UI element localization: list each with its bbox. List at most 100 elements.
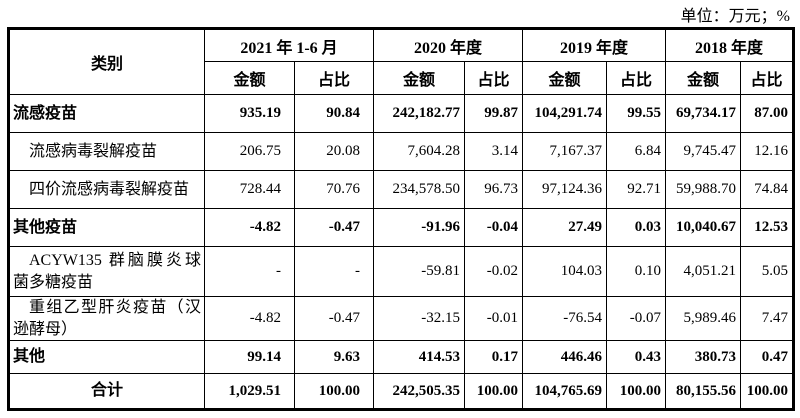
table-header: 类别 2021 年 1-6 月 2020 年度 2019 年度 2018 年度 … — [8, 28, 795, 95]
header-period-2019: 2019 年度 — [522, 28, 667, 62]
value-cell: 20.08 — [294, 132, 374, 171]
header-amount-2019: 金额 — [522, 61, 608, 95]
value-cell: 70.76 — [294, 170, 374, 209]
table-row-total: 合计 1,029.51 100.00 242,505.35 100.00 104… — [8, 373, 795, 411]
table-row-flu-vaccine: 流感疫苗 935.19 90.84 242,182.77 99.87 104,2… — [8, 94, 795, 133]
table-body: 流感疫苗 935.19 90.84 242,182.77 99.87 104,2… — [8, 94, 795, 411]
value-cell: 100.00 — [294, 373, 374, 411]
value-cell: 206.75 — [204, 132, 295, 171]
value-cell: 80,155.56 — [665, 373, 742, 411]
value-cell: -4.82 — [204, 295, 295, 342]
value-cell: 69,734.17 — [665, 94, 742, 133]
category-cell: ACYW135 群脑膜炎球菌多糖疫苗 — [8, 246, 205, 297]
value-cell: 6.84 — [606, 132, 667, 171]
header-category: 类别 — [8, 28, 205, 95]
value-cell: 12.53 — [740, 208, 795, 247]
value-cell: 87.00 — [740, 94, 795, 133]
value-cell: -91.96 — [373, 208, 465, 247]
value-cell: 12.16 — [740, 132, 795, 171]
value-cell: 90.84 — [294, 94, 374, 133]
value-cell: - — [294, 246, 374, 297]
category-cell: 重组乙型肝炎疫苗（汉逊酵母） — [8, 295, 205, 342]
value-cell: 5.05 — [740, 246, 795, 297]
value-cell: 9.63 — [294, 340, 374, 375]
category-cell: 其他疫苗 — [8, 208, 205, 247]
value-cell: 242,505.35 — [373, 373, 465, 411]
value-cell: 234,578.50 — [373, 170, 465, 209]
table-row-quadrivalent-flu-vaccine: 四价流感病毒裂解疫苗 728.44 70.76 234,578.50 96.73… — [8, 170, 795, 209]
value-cell: 99.14 — [204, 340, 295, 375]
value-cell: 1,029.51 — [204, 373, 295, 411]
category-cell: 合计 — [8, 373, 205, 411]
value-cell: -59.81 — [373, 246, 465, 297]
header-amount-2021: 金额 — [204, 61, 295, 95]
value-cell: -76.54 — [522, 295, 608, 342]
value-cell: 380.73 — [665, 340, 742, 375]
value-cell: 104.03 — [522, 246, 608, 297]
value-cell: -4.82 — [204, 208, 295, 247]
value-cell: 104,291.74 — [522, 94, 608, 133]
value-cell: 7,167.37 — [522, 132, 608, 171]
header-amount-2018: 金额 — [665, 61, 742, 95]
category-cell: 流感病毒裂解疫苗 — [8, 132, 205, 171]
header-period-2018: 2018 年度 — [665, 28, 795, 62]
revenue-breakdown-table: 类别 2021 年 1-6 月 2020 年度 2019 年度 2018 年度 … — [7, 27, 796, 412]
value-cell: 0.43 — [606, 340, 667, 375]
value-cell: 0.10 — [606, 246, 667, 297]
value-cell: -0.47 — [294, 208, 374, 247]
table-row-hepatitis-b-vaccine: 重组乙型肝炎疫苗（汉逊酵母） -4.82 -0.47 -32.15 -0.01 … — [8, 295, 795, 342]
header-ratio-2018: 占比 — [740, 61, 795, 95]
value-cell: 728.44 — [204, 170, 295, 209]
value-cell: 414.53 — [373, 340, 465, 375]
value-cell: - — [204, 246, 295, 297]
value-cell: 3.14 — [463, 132, 524, 171]
value-cell: 96.73 — [463, 170, 524, 209]
value-cell: 99.87 — [463, 94, 524, 133]
header-row-metrics: 金额 占比 金额 占比 金额 占比 金额 占比 — [9, 61, 795, 95]
header-row-periods: 类别 2021 年 1-6 月 2020 年度 2019 年度 2018 年度 — [8, 28, 795, 95]
value-cell: 100.00 — [463, 373, 524, 411]
value-cell: 446.46 — [522, 340, 608, 375]
value-cell: -0.04 — [463, 208, 524, 247]
table-row-other-vaccines: 其他疫苗 -4.82 -0.47 -91.96 -0.04 27.49 0.03… — [8, 208, 795, 247]
category-cell: 四价流感病毒裂解疫苗 — [8, 170, 205, 209]
value-cell: -0.07 — [606, 295, 667, 342]
value-cell: 100.00 — [606, 373, 667, 411]
header-amount-2020: 金额 — [373, 61, 465, 95]
value-cell: 0.17 — [463, 340, 524, 375]
value-cell: 27.49 — [522, 208, 608, 247]
value-cell: 7,604.28 — [373, 132, 465, 171]
header-period-2021: 2021 年 1-6 月 — [204, 28, 374, 62]
value-cell: 59,988.70 — [665, 170, 742, 209]
value-cell: -0.47 — [294, 295, 374, 342]
table-row-acyw135-vaccine: ACYW135 群脑膜炎球菌多糖疫苗 - - -59.81 -0.02 104.… — [8, 246, 795, 297]
value-cell: 97,124.36 — [522, 170, 608, 209]
value-cell: 242,182.77 — [373, 94, 465, 133]
header-ratio-2019: 占比 — [606, 61, 667, 95]
category-cell: 流感疫苗 — [8, 94, 205, 133]
category-cell: 其他 — [8, 340, 205, 375]
unit-label: 单位：万元；% — [680, 8, 790, 25]
value-cell: 0.47 — [740, 340, 795, 375]
value-cell: 5,989.46 — [665, 295, 742, 342]
value-cell: 99.55 — [606, 94, 667, 133]
value-cell: 100.00 — [740, 373, 795, 411]
value-cell: 104,765.69 — [522, 373, 608, 411]
value-cell: -0.02 — [463, 246, 524, 297]
header-ratio-2020: 占比 — [463, 61, 524, 95]
header-period-2020: 2020 年度 — [372, 28, 524, 62]
value-cell: -0.01 — [463, 295, 524, 342]
value-cell: 9,745.47 — [665, 132, 742, 171]
table-row-flu-split-vaccine: 流感病毒裂解疫苗 206.75 20.08 7,604.28 3.14 7,16… — [8, 132, 795, 171]
value-cell: 92.71 — [606, 170, 667, 209]
value-cell: 0.03 — [606, 208, 667, 247]
value-cell: 7.47 — [740, 295, 795, 342]
header-ratio-2021: 占比 — [294, 61, 374, 95]
value-cell: -32.15 — [373, 295, 465, 342]
value-cell: 10,040.67 — [665, 208, 742, 247]
table-row-other: 其他 99.14 9.63 414.53 0.17 446.46 0.43 38… — [8, 340, 795, 375]
value-cell: 74.84 — [740, 170, 795, 209]
value-cell: 4,051.21 — [665, 246, 742, 297]
value-cell: 935.19 — [204, 94, 295, 133]
